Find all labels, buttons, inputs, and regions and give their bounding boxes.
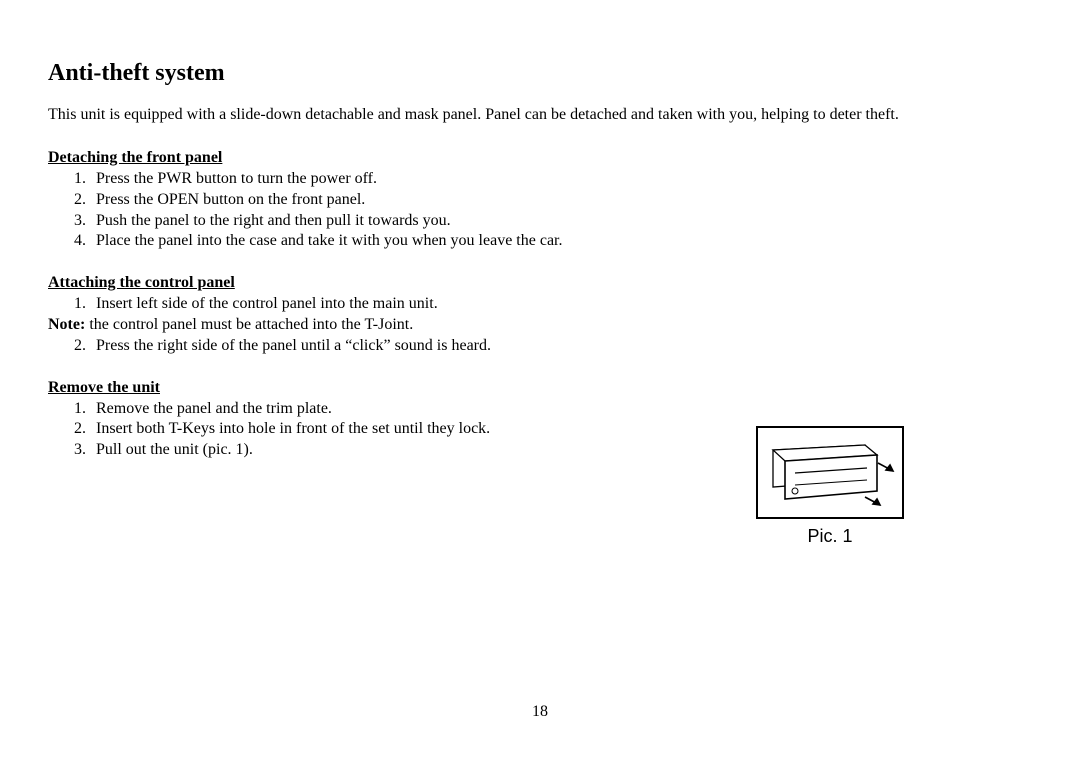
list-item: Insert left side of the control panel in…	[90, 294, 1032, 315]
list-item: Place the panel into the case and take i…	[90, 231, 1032, 252]
attach-steps-2: Press the right side of the panel until …	[48, 336, 1032, 357]
attach-heading: Attaching the control panel	[48, 274, 1032, 292]
remove-heading: Remove the unit	[48, 379, 1032, 397]
list-item: Remove the panel and the trim plate.	[90, 399, 1032, 420]
note-label: Note:	[48, 316, 85, 333]
list-item: Push the panel to the right and then pul…	[90, 211, 1032, 232]
section-attach: Attaching the control panel Insert left …	[48, 274, 1032, 356]
page-number: 18	[0, 703, 1080, 721]
unit-diagram-icon	[755, 425, 905, 520]
detach-heading: Detaching the front panel	[48, 149, 1032, 167]
figure-caption: Pic. 1	[750, 526, 910, 547]
attach-note: Note: the control panel must be attached…	[48, 315, 1032, 336]
list-item: Press the right side of the panel until …	[90, 336, 1032, 357]
intro-paragraph: This unit is equipped with a slide-down …	[48, 105, 1032, 125]
attach-steps-1: Insert left side of the control panel in…	[48, 294, 1032, 315]
list-item: Press the PWR button to turn the power o…	[90, 169, 1032, 190]
note-text: the control panel must be attached into …	[85, 316, 413, 333]
figure-pic1: Pic. 1	[750, 425, 910, 547]
section-detach: Detaching the front panel Press the PWR …	[48, 149, 1032, 252]
list-item: Press the OPEN button on the front panel…	[90, 190, 1032, 211]
manual-page: Anti-theft system This unit is equipped …	[0, 0, 1080, 761]
detach-steps: Press the PWR button to turn the power o…	[48, 169, 1032, 252]
page-title: Anti-theft system	[48, 60, 1032, 87]
